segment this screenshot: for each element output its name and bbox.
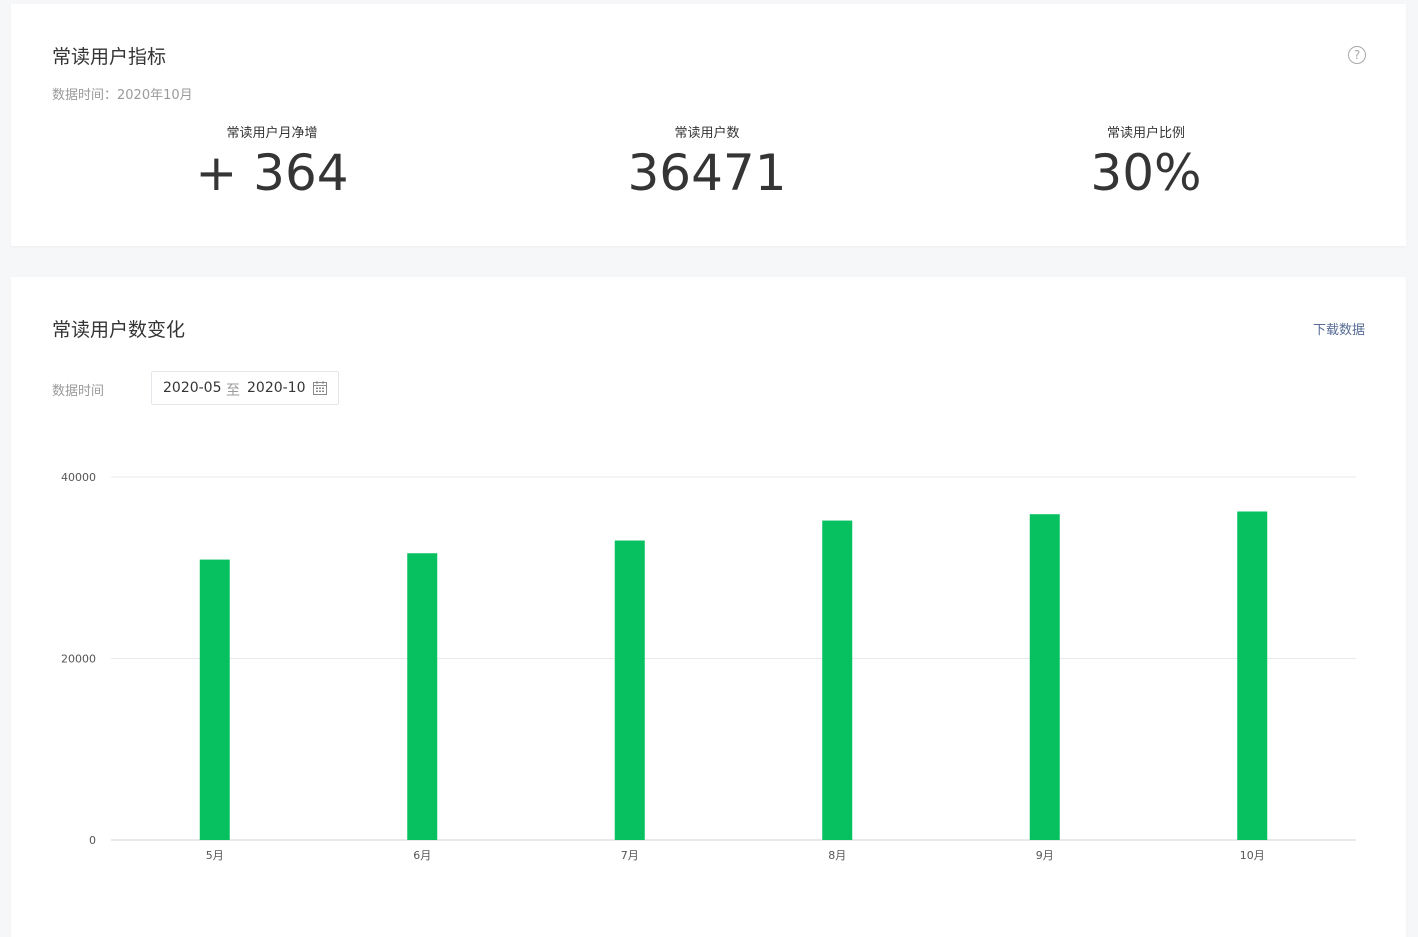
overview-title: 常读用户指标 — [52, 46, 167, 68]
metric-value: + 364 — [195, 144, 349, 202]
x-tick-label: 10月 — [1240, 849, 1265, 862]
chart-grid — [111, 476, 1356, 841]
overview-card: 常读用户指标 ? 数据时间：2020年10月 常读用户月净增 + 364 常读用… — [11, 4, 1406, 246]
trend-bar-chart: 0 20000 40000 5月 6月 7月 8月 9月 10月 — [61, 471, 1356, 862]
metric-user-count: 常读用户数 36471 — [557, 122, 857, 201]
trend-title: 常读用户数变化 — [52, 319, 186, 341]
bar[interactable] — [1237, 511, 1268, 840]
y-tick-label: 0 — [89, 834, 96, 847]
bar[interactable] — [822, 520, 853, 840]
data-time-label: 数据时间：2020年10月 — [52, 88, 193, 103]
y-tick-label: 40000 — [61, 471, 96, 484]
bar[interactable] — [199, 559, 230, 840]
chart-labels: 0 20000 40000 5月 6月 7月 8月 9月 10月 — [61, 471, 1265, 862]
calendar-icon[interactable] — [312, 380, 328, 400]
bar[interactable] — [1029, 514, 1060, 840]
bar[interactable] — [407, 553, 438, 840]
filter-label: 数据时间 — [52, 384, 105, 399]
chart-bars — [199, 511, 1268, 840]
x-tick-label: 8月 — [828, 849, 846, 862]
metric-label: 常读用户月净增 — [226, 126, 318, 141]
metric-user-ratio: 常读用户比例 30% — [996, 122, 1296, 201]
x-tick-label: 6月 — [413, 849, 431, 862]
x-tick-label: 7月 — [621, 849, 639, 862]
question-circle-icon[interactable]: ? — [1348, 46, 1366, 64]
metric-value: 36471 — [627, 144, 787, 202]
date-range-picker[interactable]: 2020-05 至 2020-10 — [151, 371, 339, 405]
trend-card: 常读用户数变化 下载数据 数据时间 2020-05 至 2020-10 — [11, 277, 1406, 937]
metric-label: 常读用户比例 — [1106, 126, 1185, 141]
date-separator: 至 — [226, 383, 240, 399]
date-start[interactable]: 2020-05 — [163, 380, 222, 396]
metric-label: 常读用户数 — [674, 126, 740, 141]
date-end[interactable]: 2020-10 — [247, 380, 306, 396]
metric-net-increase: 常读用户月净增 + 364 — [122, 122, 422, 201]
bar[interactable] — [614, 540, 645, 840]
download-data-link[interactable]: 下载数据 — [1312, 323, 1365, 338]
y-tick-label: 20000 — [61, 653, 96, 666]
x-tick-label: 5月 — [206, 849, 224, 862]
x-tick-label: 9月 — [1036, 849, 1054, 862]
metric-value: 30% — [1090, 144, 1202, 202]
